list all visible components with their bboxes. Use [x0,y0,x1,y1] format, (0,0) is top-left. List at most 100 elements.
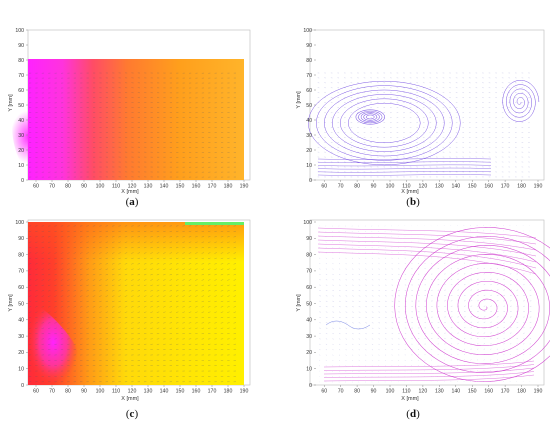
vector-arrow [352,338,354,340]
vector-arrow [201,322,205,324]
panel-c-xtick-label: 120 [128,389,137,395]
vector-arrow [463,359,465,361]
vector-arrow [124,311,128,313]
vector-arrow [175,273,179,276]
vector-arrow [365,338,367,340]
vector-arrow [477,273,479,275]
vector-arrow [358,247,360,248]
vector-arrow [378,290,381,291]
vector-arrow [175,263,179,265]
vector-arrow [365,284,367,286]
vector-arrow [156,322,160,324]
vector-arrow [41,311,45,313]
vector-arrow [470,327,473,329]
vector-arrow [371,343,374,345]
panel-a-xtick-label: 120 [128,184,137,190]
vector-arrow [345,322,348,324]
vector-arrow [358,306,361,308]
vector-arrow [338,322,341,324]
vector-arrow [41,306,45,308]
panel-d-xtick-label: 70 [338,389,344,395]
vector-arrow [86,284,89,286]
vector-arrow [137,284,141,286]
panel-d: 60 70 80 90 100 110 120 130 140 150 160 170 180 190 0… [296,219,550,402]
vector-arrow [352,322,354,324]
vector-arrow [220,236,224,238]
vector-arrow [28,333,32,335]
vector-arrow [345,349,347,351]
vector-arrow [201,290,205,292]
vector-arrow [118,327,121,329]
vector-arrow [92,327,96,329]
vector-arrow [345,257,347,259]
vector-arrow [483,305,486,307]
vector-arrow [41,290,45,292]
vector-arrow [169,295,173,297]
vector-arrow [378,360,380,361]
panel-d-ytick-label: 80 [306,252,312,258]
vector-arrow [150,263,153,265]
vector-arrow [111,327,115,329]
vector-arrow [99,284,102,286]
vector-arrow [463,321,466,323]
vector-arrow [345,354,347,356]
vector-arrow [463,343,466,345]
panel-a-xtick-label: 170 [208,184,217,190]
vector-arrow [345,279,348,281]
vector-arrow [67,252,70,254]
vector-arrow [79,290,83,292]
vector-arrow [67,300,70,303]
vector-arrow [182,252,185,254]
vector-arrow [86,322,89,324]
vector-arrow [105,268,109,270]
vector-arrow [201,263,205,265]
vector-arrow [99,241,102,243]
panel-c-xtick-label: 70 [49,389,55,395]
vector-arrow [73,322,77,324]
vector-arrow [150,247,153,249]
vector-arrow [463,284,466,286]
vector-arrow [169,327,173,329]
vector-arrow [195,284,198,286]
vector-arrow [163,263,166,265]
vector-arrow [490,337,492,339]
vector-arrow [60,273,64,276]
panel-d-xtick-label: 160 [484,389,493,395]
vector-arrow [378,327,381,329]
vector-arrow [150,257,153,259]
vector-arrow [35,279,38,281]
panel-a-xticks: 60 70 80 90 100 110 120 130 140 150 160 170 180 190 [33,180,248,190]
vector-arrow [118,257,121,259]
vector-arrow [137,290,141,292]
vector-arrow [131,306,134,308]
vector-arrow [156,241,160,243]
vector-arrow [99,300,102,303]
vector-arrow [220,295,224,297]
vector-arrow [201,295,205,297]
vector-arrow [182,247,185,249]
vector-arrow [201,300,205,303]
vector-arrow [54,327,57,329]
vector-arrow [99,252,102,254]
panel-a-ytick-label: 90 [18,43,24,49]
vector-arrow [35,306,38,308]
vector-arrow [105,273,109,276]
vector-arrow [332,360,334,361]
vector-arrow [188,279,192,281]
vector-arrow [483,284,486,286]
vector-arrow [352,290,354,292]
vector-arrow [150,279,153,281]
vector-arrow [79,263,83,265]
vector-arrow [214,268,217,270]
vector-arrow [182,263,185,265]
vector-arrow [371,279,374,281]
vector-arrow [79,300,83,303]
vector-arrow [490,268,492,269]
streamline [332,94,437,152]
vector-arrow [214,295,217,297]
vector-arrow [105,322,109,324]
vector-arrow [54,290,57,292]
vector-arrow [182,268,185,270]
vector-arrow [54,322,57,324]
vector-arrow [365,333,367,335]
